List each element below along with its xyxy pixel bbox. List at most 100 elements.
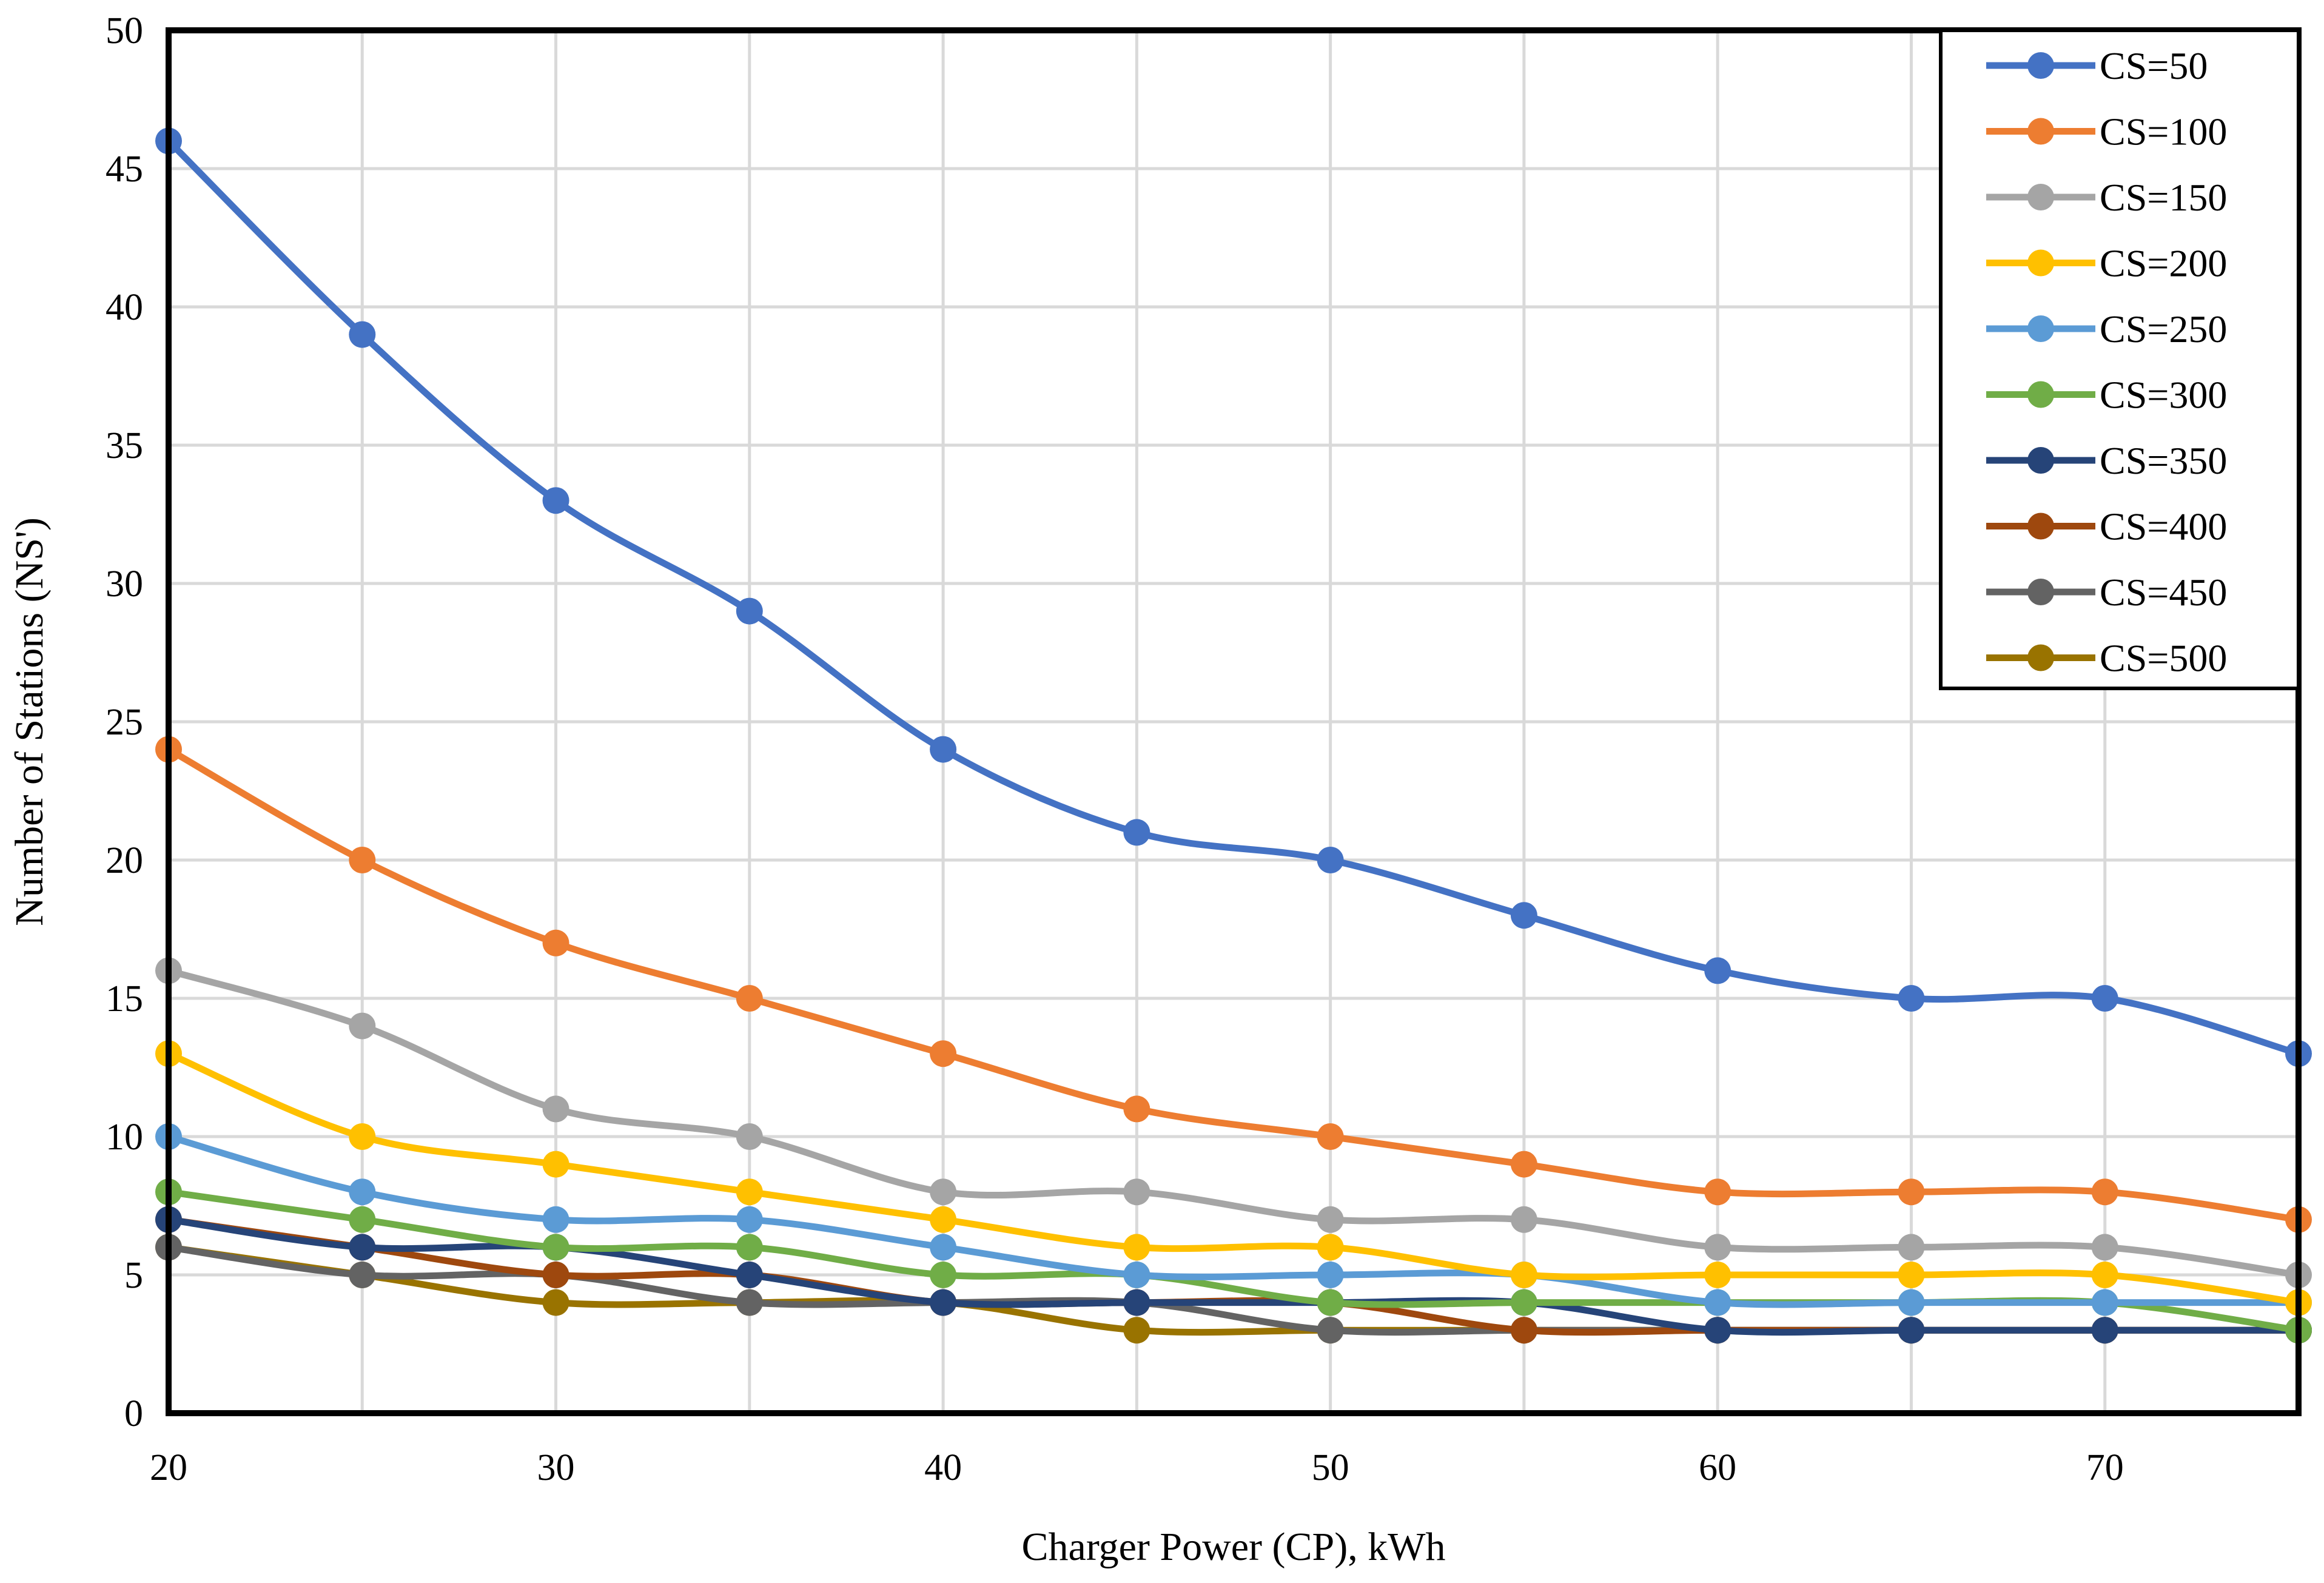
data-point — [349, 1012, 376, 1040]
data-point — [736, 1262, 763, 1288]
y-tick-label: 20 — [106, 840, 143, 881]
legend-marker — [2027, 52, 2054, 79]
data-point — [930, 1040, 957, 1067]
data-point — [349, 321, 376, 348]
legend-label: CS=500 — [2100, 637, 2227, 680]
legend-item: CS=450 — [1986, 571, 2227, 614]
data-point — [930, 736, 957, 763]
legend-item: CS=50 — [1986, 44, 2208, 87]
data-point — [542, 1234, 569, 1261]
data-point — [1704, 1289, 1731, 1316]
data-point — [930, 1262, 957, 1288]
legend-item: CS=250 — [1986, 308, 2227, 351]
legend-label: CS=150 — [2100, 176, 2227, 219]
series-lines — [155, 127, 2312, 1344]
legend-item: CS=200 — [1986, 242, 2227, 285]
data-point — [736, 1123, 763, 1150]
series-cs-200 — [155, 1040, 2312, 1316]
series-cs-50 — [155, 127, 2312, 1067]
x-tick-label: 40 — [924, 1447, 962, 1488]
legend-label: CS=400 — [2100, 505, 2227, 548]
y-tick-label: 45 — [106, 149, 143, 190]
legend-item: CS=300 — [1986, 374, 2227, 417]
data-point — [736, 597, 763, 625]
data-point — [1317, 1289, 1344, 1316]
legend-item: CS=500 — [1986, 637, 2227, 680]
data-point — [542, 1151, 569, 1178]
data-point — [349, 1178, 376, 1206]
data-point — [1704, 957, 1731, 984]
x-tick-label: 30 — [537, 1447, 575, 1488]
data-point — [1123, 1317, 1150, 1344]
data-point — [1898, 985, 1925, 1012]
series-line — [165, 967, 2302, 1279]
tick-labels: 0 5 10 15 20 25 30 35 40 45 50 20 30 40 50 60 70 — [106, 10, 2124, 1488]
data-point — [349, 1262, 376, 1288]
data-point — [542, 1095, 569, 1123]
data-point — [2091, 1178, 2118, 1206]
series-line — [165, 1050, 2302, 1306]
data-point — [736, 985, 763, 1012]
data-point — [1317, 1234, 1344, 1261]
data-point — [1123, 1262, 1150, 1288]
series-line — [165, 746, 2302, 1223]
data-point — [349, 1206, 376, 1233]
data-point — [1123, 1095, 1150, 1123]
data-point — [2091, 1262, 2118, 1288]
x-axis-title: Charger Power (CP), kWh — [1022, 1525, 1446, 1569]
data-point — [1510, 1151, 1537, 1178]
series-cs-250 — [155, 1123, 2312, 1316]
legend-label: CS=450 — [2100, 571, 2227, 614]
legend-item: CS=100 — [1986, 110, 2227, 153]
data-point — [542, 1262, 569, 1288]
data-point — [1898, 1289, 1925, 1316]
data-point — [1123, 1178, 1150, 1206]
data-point — [930, 1206, 957, 1233]
data-point — [1317, 1262, 1344, 1288]
data-point — [1704, 1178, 1731, 1206]
series-line — [165, 1133, 2302, 1308]
legend-label: CS=100 — [2100, 110, 2227, 153]
data-point — [1898, 1317, 1925, 1344]
series-cs-150 — [155, 957, 2312, 1288]
legend-marker — [2027, 315, 2054, 342]
y-tick-label: 5 — [124, 1255, 143, 1296]
data-point — [2091, 1317, 2118, 1344]
data-point — [542, 929, 569, 956]
data-point — [736, 1206, 763, 1233]
legend-marker — [2027, 118, 2054, 145]
data-point — [349, 847, 376, 873]
data-point — [1704, 1234, 1731, 1261]
x-tick-label: 60 — [1699, 1447, 1736, 1488]
data-point — [1123, 1234, 1150, 1261]
legend-label: CS=200 — [2100, 242, 2227, 285]
data-point — [1704, 1317, 1731, 1344]
data-point — [1317, 1123, 1344, 1150]
legend-marker — [2027, 184, 2054, 210]
data-point — [542, 487, 569, 514]
data-point — [2091, 1289, 2118, 1316]
data-point — [1510, 1289, 1537, 1316]
legend-item: CS=350 — [1986, 439, 2227, 482]
data-point — [1898, 1234, 1925, 1261]
data-point — [930, 1289, 957, 1316]
y-tick-label: 25 — [106, 702, 143, 743]
data-point — [1123, 819, 1150, 846]
data-point — [1317, 1317, 1344, 1344]
y-tick-label: 30 — [106, 563, 143, 605]
plot-area-border — [166, 27, 2302, 1416]
data-point — [2091, 985, 2118, 1012]
data-point — [736, 1234, 763, 1261]
y-axis-title: Number of Stations (NS') — [7, 517, 52, 926]
data-point — [736, 1178, 763, 1206]
data-point — [1123, 1289, 1150, 1316]
data-point — [1317, 1206, 1344, 1233]
data-point — [1510, 1262, 1537, 1288]
y-tick-label: 35 — [106, 425, 143, 466]
x-tick-label: 20 — [150, 1447, 187, 1488]
y-tick-label: 40 — [106, 287, 143, 328]
legend: CS=50 CS=100 CS=150 CS=200 CS=250 CS=300 CS=35… — [1939, 29, 2300, 690]
